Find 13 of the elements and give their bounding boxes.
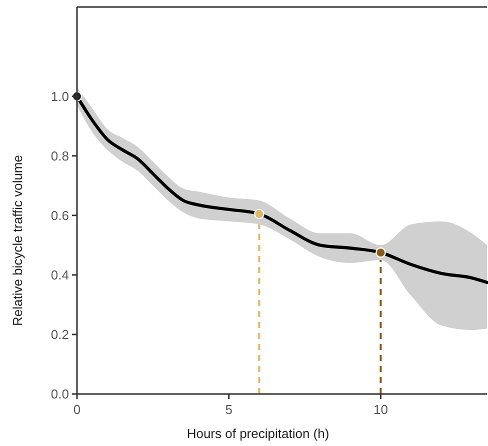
y-tick-label: 0.2 (50, 327, 69, 342)
y-tick-label: 0.6 (50, 208, 69, 223)
y-axis-title: Relative bicycle traffic volume (10, 155, 25, 326)
y-tick-label: 0.8 (50, 148, 69, 164)
x-tick-label: 0 (73, 402, 81, 417)
y-tick-label: 0.0 (50, 386, 69, 402)
x-axis-title: Hours of precipitation (h) (186, 426, 330, 441)
x-tick-label: 10 (373, 402, 388, 417)
y-tick-label: 0.4 (50, 267, 69, 282)
y-tick-label: 1.0 (50, 88, 69, 104)
point (254, 208, 264, 220)
point (376, 247, 386, 258)
x-tick-label: 5 (225, 402, 232, 417)
